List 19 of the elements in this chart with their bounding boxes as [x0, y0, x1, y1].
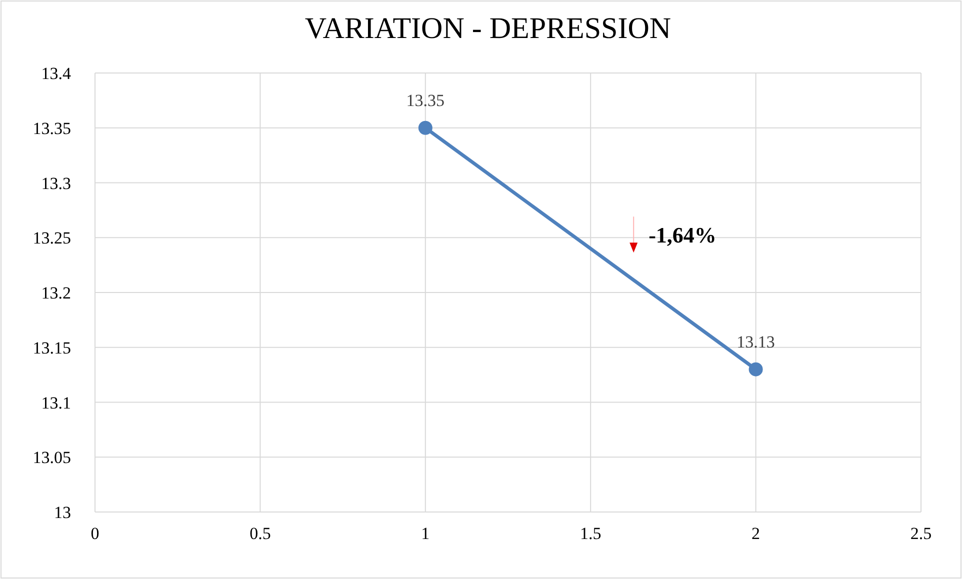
- data-label: 13.13: [736, 332, 775, 352]
- x-tick-label: 2: [752, 524, 760, 543]
- x-tick-label: 0.5: [250, 524, 271, 543]
- y-tick-label: 13.3: [41, 174, 71, 193]
- x-tick-label: 1: [421, 524, 430, 543]
- x-tick-label: 1.5: [580, 524, 602, 543]
- y-tick-label: 13.1: [41, 393, 71, 412]
- y-tick-label: 13.25: [32, 228, 71, 248]
- x-tick-label: 0: [90, 524, 100, 543]
- y-tick-label: 13.05: [32, 448, 71, 468]
- y-tick-label: 13: [54, 503, 71, 522]
- data-label: 13.35: [406, 90, 445, 110]
- y-tick-label: 13.35: [32, 118, 71, 138]
- annotation: -1,64%: [648, 222, 716, 248]
- y-tick-label: 13.15: [32, 338, 71, 358]
- x-tick-label: 2.5: [910, 524, 932, 543]
- y-tick-label: 13.4: [41, 64, 72, 83]
- y-tick-label: 13.2: [41, 284, 71, 302]
- chart-title: VARIATION - DEPRESSION: [304, 12, 672, 45]
